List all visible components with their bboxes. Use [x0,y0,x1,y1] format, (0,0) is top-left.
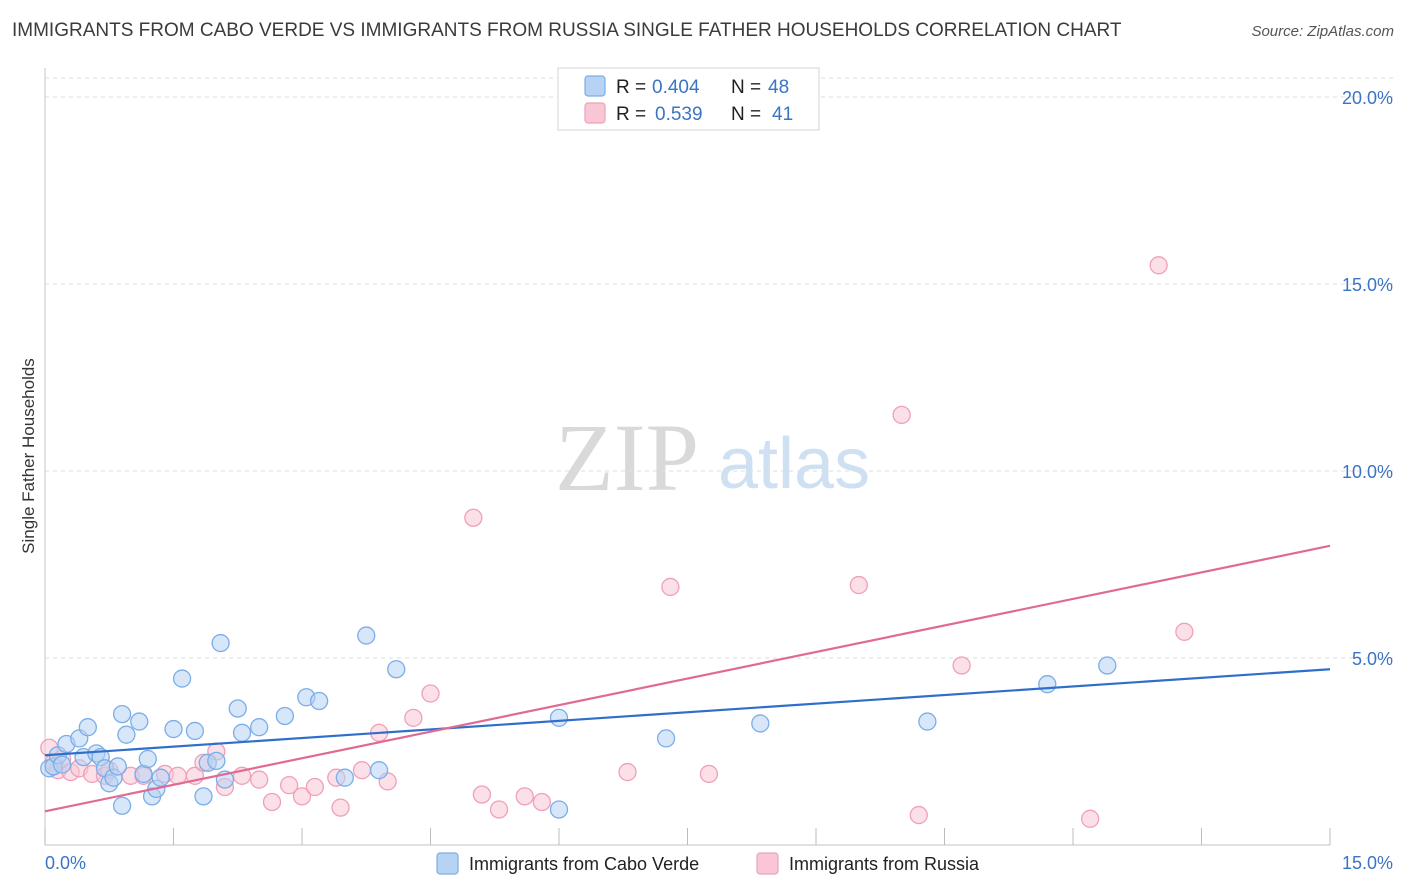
legend-swatch-cabo-verde [584,75,606,97]
point-cabo-verde-45 [918,712,937,731]
point-cabo-verde-42 [549,708,569,727]
point-cabo-verde-16 [117,725,136,744]
point-cabo-verde-19 [138,749,157,769]
y-axis-title: Single Father Households [19,358,38,554]
series-russia-points [40,256,1194,828]
watermark-zip: ZIP [555,404,699,511]
point-cabo-verde-22 [151,768,170,787]
point-cabo-verde-3 [52,755,72,774]
point-russia-43 [1149,256,1168,275]
series-cabo-verde-points [40,626,1117,819]
point-russia-21 [292,787,312,806]
y-tick-label-20: 20.0% [1342,88,1393,108]
bottom-legend-swatch-cabo-verde [436,852,459,875]
watermark-atlas: atlas [718,424,870,504]
bottom-legend: Immigrants from Cabo Verde Immigrants fr… [436,852,980,875]
point-russia-30 [464,508,483,527]
x-tick-labels: 0.0% 15.0% [45,853,1393,873]
point-russia-37 [699,764,719,784]
point-cabo-verde-33 [250,718,269,737]
x-tick-label-end: 15.0% [1342,853,1393,873]
y-tick-label-10: 10.0% [1342,462,1393,482]
point-russia-38 [849,575,868,595]
y-tick-labels: 5.0% 10.0% 15.0% 20.0% [1342,88,1393,669]
point-cabo-verde-24 [172,669,192,688]
point-cabo-verde-36 [309,691,329,711]
point-russia-34 [532,792,552,812]
point-cabo-verde-28 [207,751,226,770]
point-cabo-verde-29 [211,633,230,653]
point-russia-41 [952,656,971,675]
point-cabo-verde-23 [164,719,183,739]
legend-box: R = 0.404 N = 48 R = 0.539 N = 41 [557,67,820,131]
point-russia-32 [489,800,509,819]
point-russia-28 [404,708,423,727]
gridlines [45,77,1395,659]
point-cabo-verde-47 [1098,656,1117,675]
bottom-legend-label-cabo-verde: Immigrants from Cabo Verde [469,854,699,874]
trendline-russia [44,544,1331,813]
chart-title: IMMIGRANTS FROM CABO VERDE VS IMMIGRANTS… [12,20,1122,41]
point-russia-39 [892,405,911,425]
point-cabo-verde-15 [112,704,132,724]
point-cabo-verde-32 [232,723,252,742]
point-cabo-verde-41 [549,800,569,819]
point-russia-40 [909,805,928,825]
trendline-cabo-verde [44,668,1331,757]
legend-swatch-russia [584,102,606,124]
point-cabo-verde-26 [194,787,213,806]
point-cabo-verde-13 [108,757,127,776]
point-cabo-verde-7 [78,718,97,737]
point-cabo-verde-38 [357,626,376,645]
x-tick-label-start: 0.0% [45,853,86,873]
point-russia-20 [279,776,299,795]
point-cabo-verde-46 [1038,675,1057,694]
legend-n-label-russia: N = [731,104,761,125]
y-tick-label-5: 5.0% [1352,649,1393,669]
chart-source: Source: ZipAtlas.com [1251,23,1394,40]
point-cabo-verde-43 [656,729,676,748]
legend-r-value-russia: 0.539 [655,104,703,125]
point-russia-44 [1175,622,1194,641]
point-russia-29 [421,684,440,703]
point-cabo-verde-37 [335,768,354,787]
point-russia-42 [1080,809,1100,828]
legend-n-value-russia: 41 [772,104,793,125]
y-tick-label-15: 15.0% [1342,275,1393,295]
legend-r-label-cabo-verde: R = [616,77,646,98]
point-russia-19 [262,792,282,812]
point-russia-35 [618,762,637,782]
trendlines [44,544,1331,813]
legend-r-value-cabo-verde: 0.404 [652,77,700,98]
point-russia-24 [331,798,350,817]
point-cabo-verde-31 [228,699,247,718]
point-cabo-verde-17 [130,712,149,731]
legend-r-label-russia: R = [616,104,646,125]
axes [44,68,1331,846]
point-cabo-verde-18 [134,764,153,784]
bottom-legend-swatch-russia [756,852,779,875]
point-russia-25 [352,761,372,780]
point-cabo-verde-25 [185,721,205,741]
bottom-legend-label-russia: Immigrants from Russia [789,854,980,874]
point-cabo-verde-40 [387,660,406,679]
point-russia-31 [472,785,492,804]
point-russia-22 [305,777,325,797]
point-cabo-verde-14 [112,796,132,815]
legend-n-label-cabo-verde: N = [731,77,761,98]
point-cabo-verde-44 [751,714,770,733]
legend-n-value-cabo-verde: 48 [768,77,789,98]
point-russia-36 [661,577,680,597]
point-cabo-verde-39 [369,761,389,780]
point-russia-18 [250,770,269,789]
point-cabo-verde-34 [275,706,295,726]
point-russia-33 [515,787,534,806]
